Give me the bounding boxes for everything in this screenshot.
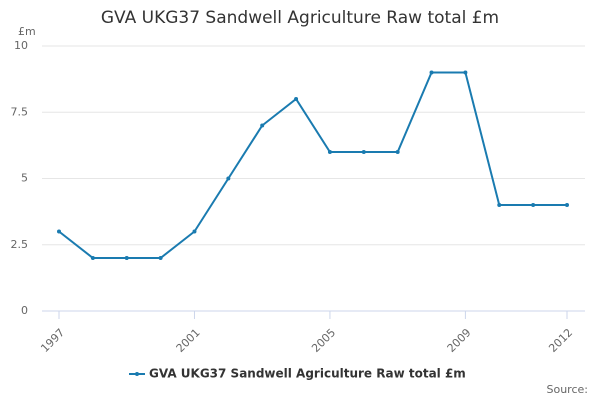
point — [327, 150, 332, 154]
x-tick-label: 2001 — [174, 326, 203, 355]
x-tick-label: 2005 — [309, 326, 338, 355]
y-axis-label: £m — [18, 25, 36, 38]
point — [192, 229, 197, 234]
point — [124, 256, 129, 260]
point — [90, 256, 95, 260]
point — [429, 70, 434, 75]
point — [294, 97, 299, 101]
chart-title: GVA UKG37 Sandwell Agriculture Raw total… — [101, 8, 499, 28]
point — [226, 176, 231, 181]
legend-marker — [135, 372, 139, 376]
series-line — [58, 71, 567, 259]
point — [57, 229, 61, 234]
point — [158, 256, 163, 260]
x-tick-label: 2009 — [445, 326, 474, 355]
y-tick-label: 5 — [21, 172, 28, 185]
point — [497, 203, 502, 207]
point — [531, 203, 536, 207]
x-tick-label: 2012 — [546, 326, 575, 355]
x-tick-label: 1997 — [38, 326, 67, 355]
y-tick-label: 7.5 — [11, 105, 29, 118]
point — [361, 150, 366, 154]
y-tick-label: 10 — [14, 39, 28, 52]
point — [463, 70, 468, 75]
point — [565, 203, 569, 207]
y-tick-label: 2.5 — [11, 238, 29, 251]
y-tick-label: 0 — [21, 304, 28, 317]
point — [260, 123, 265, 128]
source: Source: — [547, 383, 589, 396]
legend-label: GVA UKG37 Sandwell Agriculture Raw total… — [149, 367, 466, 381]
point — [395, 150, 400, 154]
